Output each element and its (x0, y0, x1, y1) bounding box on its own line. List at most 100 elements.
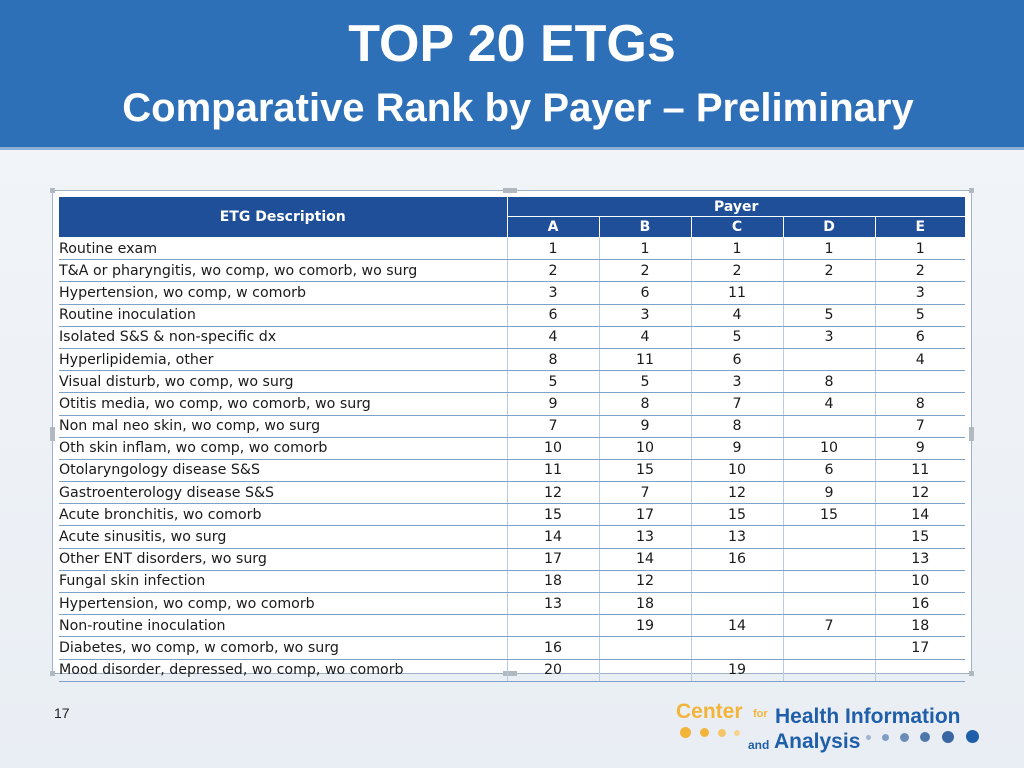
etg-description-cell: Gastroenterology disease S&S (59, 481, 508, 505)
table-row: Fungal skin infection 18 12 10 (59, 570, 966, 594)
rank-cell-payer-b: 4 (599, 326, 692, 349)
rank-cell-payer-e: 14 (875, 503, 966, 527)
rank-cell-payer-b: 15 (599, 459, 692, 483)
logo-word-and: and (748, 738, 770, 752)
resize-handle-corner-tl[interactable] (50, 188, 55, 193)
rank-cell-payer-c: 7 (691, 392, 784, 416)
rank-cell-payer-b (599, 659, 692, 682)
rank-cell-payer-b: 14 (599, 548, 692, 571)
rank-cell-payer-d: 15 (783, 503, 876, 527)
resize-handle-left[interactable] (50, 427, 55, 441)
rank-cell-payer-a: 11 (507, 459, 600, 483)
rank-cell-payer-c: 12 (691, 481, 784, 505)
etg-description-cell: Oth skin inflam, wo comp, wo comorb (59, 437, 508, 460)
logo-dot (900, 733, 909, 742)
rank-cell-payer-c: 3 (691, 370, 784, 394)
rank-cell-payer-b: 5 (599, 370, 692, 394)
rank-cell-payer-c (691, 570, 784, 594)
rank-cell-payer-b: 13 (599, 525, 692, 549)
etg-description-cell: Routine inoculation (59, 304, 508, 327)
logo-dot (966, 730, 979, 743)
table-row: Hypertension, wo comp, wo comorb 13 18 16 (59, 592, 966, 616)
logo-dot (700, 728, 709, 737)
etg-description-cell: Otitis media, wo comp, wo comorb, wo sur… (59, 392, 508, 416)
rank-cell-payer-a: 8 (507, 348, 600, 372)
logo-dot (882, 734, 889, 741)
table-row: Visual disturb, wo comp, wo surg 5 5 3 8 (59, 370, 966, 394)
rank-cell-payer-e: 10 (875, 570, 966, 594)
rank-cell-payer-e: 3 (875, 281, 966, 305)
rank-cell-payer-c: 8 (691, 415, 784, 438)
payer-column-header: E (875, 216, 966, 238)
resize-handle-corner-br[interactable] (969, 671, 974, 676)
rank-cell-payer-e (875, 659, 966, 682)
rank-cell-payer-d: 3 (783, 326, 876, 349)
etg-description-header: ETG Description (59, 197, 508, 238)
rank-cell-payer-d (783, 525, 876, 549)
rank-cell-payer-b: 1 (599, 237, 692, 261)
etg-description-cell: Non-routine inoculation (59, 614, 508, 638)
table-row: Gastroenterology disease S&S 12 7 12 9 12 (59, 481, 966, 505)
rank-cell-payer-e: 12 (875, 481, 966, 505)
logo-dot (680, 727, 691, 738)
rank-cell-payer-a: 12 (507, 481, 600, 505)
table-row: Non mal neo skin, wo comp, wo surg 7 9 8 7 (59, 415, 966, 438)
rank-cell-payer-a: 6 (507, 304, 600, 327)
rank-cell-payer-c: 13 (691, 525, 784, 549)
rank-cell-payer-b: 9 (599, 415, 692, 438)
rank-cell-payer-a: 4 (507, 326, 600, 349)
rank-cell-payer-d: 4 (783, 392, 876, 416)
rank-cell-payer-a: 7 (507, 415, 600, 438)
slide-header: TOP 20 ETGs Comparative Rank by Payer – … (0, 0, 1024, 150)
rank-cell-payer-d (783, 592, 876, 616)
rank-cell-payer-b: 7 (599, 481, 692, 505)
rank-cell-payer-a (507, 614, 600, 638)
logo-dot (920, 732, 930, 742)
rank-cell-payer-e: 15 (875, 525, 966, 549)
payer-column-header: A (507, 216, 600, 238)
rank-cell-payer-a: 17 (507, 548, 600, 571)
table-row: Hyperlipidemia, other 8 11 6 4 (59, 348, 966, 372)
resize-handle-top[interactable] (503, 188, 517, 193)
rank-cell-payer-e: 17 (875, 636, 966, 660)
rank-cell-payer-e: 11 (875, 459, 966, 483)
rank-cell-payer-a: 3 (507, 281, 600, 305)
rank-cell-payer-b: 10 (599, 437, 692, 460)
rank-cell-payer-e (875, 370, 966, 394)
etg-description-cell: Mood disorder, depressed, wo comp, wo co… (59, 659, 508, 682)
logo-word-for: for (753, 708, 768, 720)
rank-cell-payer-b (599, 636, 692, 660)
logo-word-health-information: Health Information (775, 705, 961, 728)
logo-dot (734, 730, 740, 736)
rank-cell-payer-a: 13 (507, 592, 600, 616)
resize-handle-right[interactable] (969, 427, 974, 441)
payer-column-header: D (783, 216, 876, 238)
rank-cell-payer-c: 11 (691, 281, 784, 305)
rank-cell-payer-e: 16 (875, 592, 966, 616)
table-row: Otolaryngology disease S&S 11 15 10 6 11 (59, 459, 966, 483)
resize-handle-corner-tr[interactable] (969, 188, 974, 193)
rank-cell-payer-e: 4 (875, 348, 966, 372)
chia-logo: Center for Health Information and Analys… (676, 700, 996, 760)
resize-handle-corner-bl[interactable] (50, 671, 55, 676)
rank-cell-payer-b: 8 (599, 392, 692, 416)
rank-cell-payer-d (783, 281, 876, 305)
rank-cell-payer-c: 15 (691, 503, 784, 527)
table-row: Acute sinusitis, wo surg 14 13 13 15 (59, 525, 966, 549)
etg-description-cell: Routine exam (59, 237, 508, 261)
table-row: Oth skin inflam, wo comp, wo comorb 10 10 9… (59, 437, 966, 460)
rank-cell-payer-c: 6 (691, 348, 784, 372)
rank-cell-payer-e: 1 (875, 237, 966, 261)
rank-cell-payer-d: 9 (783, 481, 876, 505)
table-frame[interactable]: ETG Description Payer A B C D E Routine … (50, 188, 974, 682)
rank-cell-payer-d: 8 (783, 370, 876, 394)
etg-description-cell: Hypertension, wo comp, wo comorb (59, 592, 508, 616)
rank-cell-payer-d (783, 348, 876, 372)
logo-word-analysis: Analysis (774, 730, 861, 753)
table-row: Otitis media, wo comp, wo comorb, wo sur… (59, 392, 966, 416)
etg-description-cell: Other ENT disorders, wo surg (59, 548, 508, 571)
rank-cell-payer-c (691, 592, 784, 616)
rank-cell-payer-c: 1 (691, 237, 784, 261)
rank-cell-payer-a: 20 (507, 659, 600, 682)
rank-cell-payer-a: 14 (507, 525, 600, 549)
